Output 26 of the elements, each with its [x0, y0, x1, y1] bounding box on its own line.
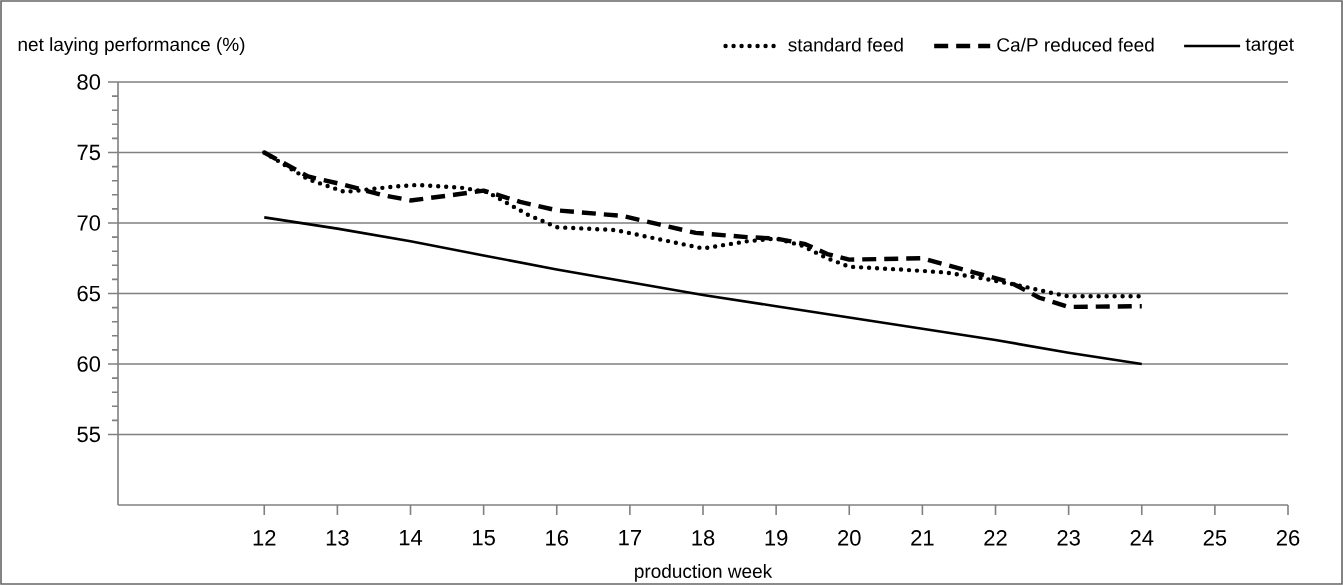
y-tick-label: 80 [77, 74, 101, 90]
x-tick-label: 26 [1276, 530, 1300, 546]
y-tick-label: 65 [77, 285, 100, 302]
x-tick-label: 21 [911, 530, 934, 546]
x-tick-label: 17 [619, 530, 642, 546]
legend-label: standard feed [788, 37, 903, 52]
y-tick-label: 55 [77, 426, 100, 443]
x-tick-label: 18 [692, 530, 715, 546]
y-tick-label: 75 [77, 144, 100, 161]
x-tick-label: 20 [838, 530, 861, 546]
legend-label: target [1245, 38, 1294, 55]
y-tick-label: 70 [77, 215, 101, 231]
x-tick-label: 19 [765, 530, 788, 546]
x-tick-label: 24 [1130, 530, 1154, 546]
x-axis-title: production week [635, 564, 773, 582]
x-tick-label: 15 [473, 530, 495, 546]
y-tick-label: 60 [77, 356, 101, 372]
x-tick-label: 23 [1057, 530, 1080, 546]
x-tick-label: 25 [1203, 530, 1227, 546]
x-tick-label: 12 [253, 530, 276, 546]
x-tick-label: 16 [546, 530, 569, 546]
legend-label: Ca/P reduced feed [997, 37, 1154, 52]
y-axis-title: net laying performance (%) [18, 37, 245, 55]
x-tick-label: 13 [326, 530, 349, 546]
x-tick-label: 14 [399, 530, 423, 546]
x-tick-label: 22 [984, 530, 1007, 546]
